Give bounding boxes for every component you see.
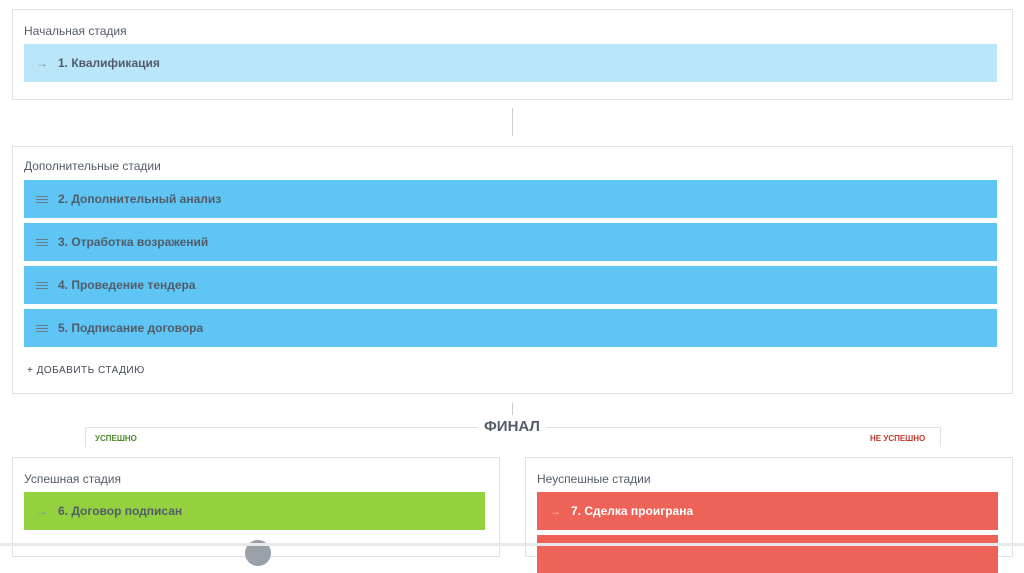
initial-stage-section: Начальная стадия → 1. Квалификация	[12, 9, 1013, 100]
arrow-right-icon: →	[36, 56, 48, 70]
stage-item[interactable]	[537, 535, 998, 573]
stage-label: 4. Проведение тендера	[58, 278, 196, 292]
connector-line	[512, 108, 513, 136]
fail-label: НЕ УСПЕШНО	[870, 434, 926, 443]
final-title: ФИНАЛ	[478, 418, 546, 435]
stage-label: 6. Договор подписан	[58, 504, 183, 518]
additional-stages-section: Дополнительные стадии 2. Дополнительный …	[12, 146, 1013, 394]
drag-handle-icon[interactable]	[36, 194, 48, 205]
section-title: Дополнительные стадии	[24, 159, 161, 173]
stage-label: 5. Подписание договора	[58, 321, 204, 335]
section-title: Успешная стадия	[24, 472, 121, 486]
bottom-bar	[0, 543, 1024, 546]
stage-item[interactable]: 4. Проведение тендера	[24, 266, 997, 304]
section-title: Начальная стадия	[24, 24, 127, 38]
section-title: Неуспешные стадии	[537, 472, 651, 486]
success-stage-section: Успешная стадия → 6. Договор подписан	[12, 457, 500, 566]
drag-handle-icon[interactable]	[36, 237, 48, 248]
arrow-right-icon: →	[36, 504, 48, 518]
stage-item[interactable]: 5. Подписание договора	[24, 309, 997, 347]
connector-line	[512, 403, 513, 415]
success-label: УСПЕШНО	[95, 434, 137, 443]
drag-handle-icon[interactable]	[36, 280, 48, 291]
stage-item[interactable]: 2. Дополнительный анализ	[24, 180, 997, 218]
drag-handle-icon[interactable]	[36, 323, 48, 334]
stage-item[interactable]: → 7. Сделка проиграна	[537, 492, 998, 530]
stage-item[interactable]: 3. Отработка возражений	[24, 223, 997, 261]
fail-stages-section: Неуспешные стадии → 7. Сделка проиграна	[525, 457, 1013, 573]
stage-label: 1. Квалификация	[58, 56, 160, 70]
stage-label: 3. Отработка возражений	[58, 235, 209, 249]
stage-item[interactable]: → 1. Квалификация	[24, 44, 997, 82]
stage-label: 2. Дополнительный анализ	[58, 192, 222, 206]
stage-label: 7. Сделка проиграна	[571, 504, 694, 518]
stage-item[interactable]: → 6. Договор подписан	[24, 492, 485, 530]
add-stage-button[interactable]: + ДОБАВИТЬ СТАДИЮ	[27, 365, 145, 376]
arrow-right-icon: →	[549, 504, 561, 518]
